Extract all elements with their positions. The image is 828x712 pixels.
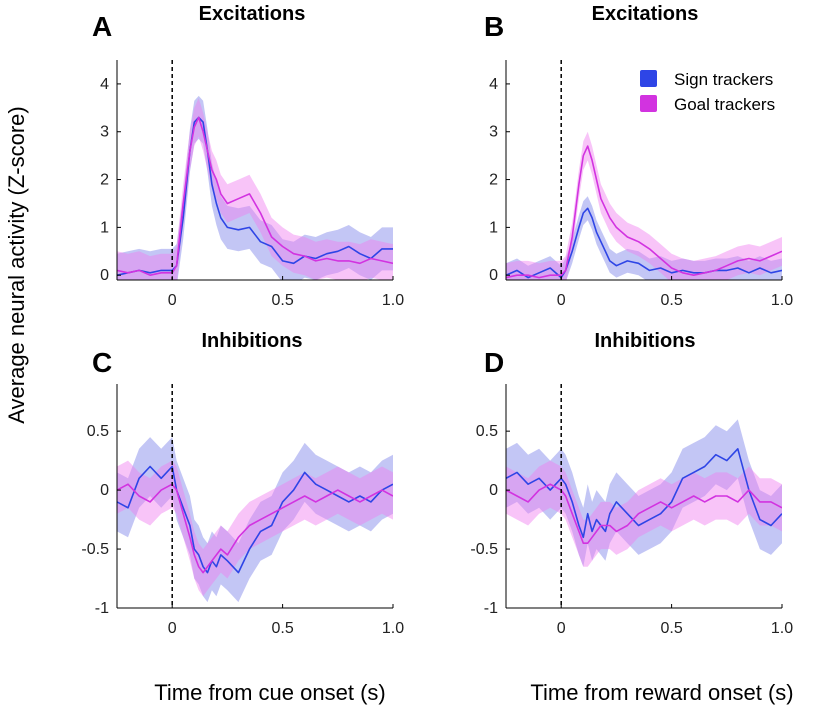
panel-b-ytick-label: 3 (489, 124, 498, 141)
panel-b-plot: 0 1 2 3 4 0 0.5 1.0 (489, 60, 793, 309)
panel-a-xtick-label: 0.5 (271, 292, 293, 309)
panel-c-xtick-label: 1.0 (382, 620, 404, 637)
panel-a-ytick-label: 1 (100, 219, 109, 236)
panel-letter-c: C (92, 347, 112, 378)
panel-b-band-goal (506, 131, 782, 280)
panel-b-xtick-label: 0 (557, 292, 566, 309)
panel-d-ytick-label: -0.5 (470, 541, 498, 558)
panel-b-band-sign (506, 196, 782, 280)
panel-a-title: Excitations (199, 3, 306, 25)
panel-d-xtick-label: 1.0 (771, 620, 793, 637)
panel-b-ytick-label: 2 (489, 172, 498, 189)
panel-a-band-goal (117, 98, 393, 280)
panel-a-ytick-label: 0 (100, 267, 109, 284)
panel-b-line-sign (506, 207, 782, 279)
panel-a-xtick-label: 1.0 (382, 292, 404, 309)
panel-b-title: Excitations (592, 3, 699, 25)
panel-c-band-sign (117, 437, 393, 603)
panel-b-ytick-label: 4 (489, 76, 498, 93)
panel-d-band-goal (506, 460, 782, 567)
panel-a-ytick-label: 3 (100, 124, 109, 141)
panel-d-line-sign (506, 447, 782, 539)
panel-c-title: Inhibitions (201, 330, 302, 352)
panel-c-ytick-label: -1 (95, 600, 109, 617)
legend-label-sign: Sign trackers (674, 70, 773, 89)
panel-letter-d: D (484, 347, 504, 378)
panel-a-ytick-label: 4 (100, 76, 109, 93)
panel-b-ytick-label: 0 (489, 267, 498, 284)
panel-c-plot: -1 -0.5 0 0.5 0 0.5 1.0 (81, 384, 404, 637)
panel-c-xtick-label: 0.5 (271, 620, 293, 637)
panel-b-line-goal (506, 145, 782, 279)
panel-a-band-sign (117, 95, 393, 280)
panel-b-plot-area (506, 131, 782, 280)
legend-swatch-sign (640, 70, 657, 87)
y-axis-label: Average neural activity (Z-score) (4, 106, 29, 424)
legend-label-goal: Goal trackers (674, 95, 775, 114)
legend-swatch-goal (640, 95, 657, 112)
panel-d-ytick-label: 0 (489, 482, 498, 499)
panel-a-plot: 0 1 2 3 4 0 0.5 1.0 (100, 60, 404, 309)
panel-d-ytick-label: 0.5 (476, 423, 498, 440)
panel-letter-a: A (92, 11, 112, 42)
panel-d-ytick-label: -1 (484, 600, 498, 617)
panel-c-ytick-label: 0 (100, 482, 109, 499)
panel-a-line-sign (117, 116, 393, 276)
panel-c-xtick-label: 0 (168, 620, 177, 637)
panel-c-ytick-label: -0.5 (81, 541, 109, 558)
x-axis-label-reward: Time from reward onset (s) (530, 680, 793, 705)
panel-d-plot-area (506, 419, 782, 567)
panel-d-title: Inhibitions (594, 330, 695, 352)
panel-b-ytick-label: 1 (489, 219, 498, 236)
panel-b-xtick-label: 1.0 (771, 292, 793, 309)
legend: Sign trackers Goal trackers (640, 70, 775, 114)
panel-d-xtick-label: 0 (557, 620, 566, 637)
panel-letter-b: B (484, 11, 504, 42)
x-axis-label-cue: Time from cue onset (s) (154, 680, 385, 705)
panel-b-xtick-label: 0.5 (660, 292, 682, 309)
panel-d-xtick-label: 0.5 (660, 620, 682, 637)
panel-c-plot-area (117, 437, 393, 603)
panel-a-ytick-label: 2 (100, 172, 109, 189)
panel-a-xtick-label: 0 (168, 292, 177, 309)
panel-d-plot: -1 -0.5 0 0.5 0 0.5 1.0 (470, 384, 793, 637)
panel-d-band-sign (506, 419, 782, 567)
panel-c-ytick-label: 0.5 (87, 423, 109, 440)
panel-c-band-goal (117, 460, 393, 597)
panel-a-plot-area (117, 95, 393, 280)
